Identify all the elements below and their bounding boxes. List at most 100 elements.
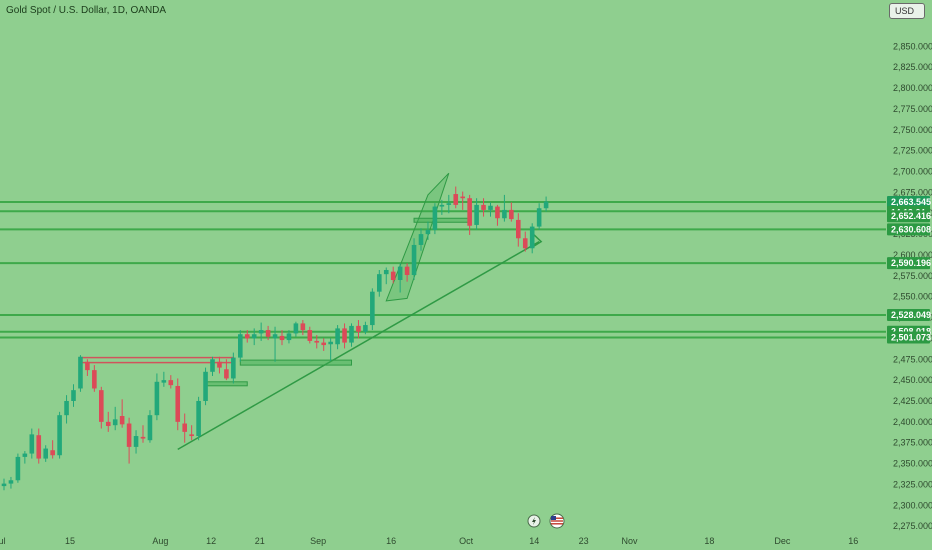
y-tick-label: 2,375.000: [893, 438, 932, 448]
candle-body: [265, 330, 271, 337]
price-label: 2,590.196: [891, 258, 931, 268]
candle-body: [307, 330, 313, 341]
candle-body: [516, 219, 521, 239]
y-tick-label: 2,475.000: [893, 354, 932, 364]
y-tick-label: 2,350.000: [893, 459, 932, 469]
candle-body: [453, 194, 459, 205]
x-tick-label: 18: [704, 536, 714, 546]
price-label-bg: [887, 331, 930, 344]
candle-body: [418, 234, 424, 245]
y-tick-label: 2,325.000: [893, 479, 932, 489]
candle-body: [335, 328, 340, 345]
candle-body: [390, 271, 396, 280]
candle-body: [22, 453, 28, 457]
price-label-bg: [887, 309, 930, 322]
candle-body: [286, 333, 292, 341]
candle-body: [411, 244, 417, 275]
candle-body: [439, 204, 445, 207]
candle-body: [536, 208, 542, 227]
candle-body: [224, 369, 229, 379]
candle-body: [1, 483, 7, 487]
candle-body: [43, 448, 48, 459]
candle-body: [370, 291, 375, 326]
candle-body: [154, 381, 160, 416]
x-tick-label: Sep: [310, 536, 326, 546]
candle-body: [140, 436, 146, 439]
candle-body: [377, 274, 382, 292]
support-box[interactable]: [239, 359, 352, 366]
y-tick-label: 2,800.000: [893, 83, 932, 93]
candle-body: [99, 390, 104, 422]
candle-body: [432, 206, 438, 230]
candle-body: [272, 334, 278, 339]
support-box[interactable]: [205, 381, 248, 387]
candle-body: [488, 205, 493, 210]
price-label: 2,528.049: [891, 310, 931, 320]
candle-body: [78, 356, 83, 389]
candle-body: [529, 226, 535, 249]
candle-body: [258, 330, 264, 334]
candle-body: [231, 357, 236, 379]
y-tick-label: 2,675.000: [893, 187, 932, 197]
channel-drawing[interactable]: [385, 172, 450, 302]
candle-body: [356, 325, 361, 332]
y-tick-label: 2,825.000: [893, 62, 932, 72]
lightning-icon[interactable]: [527, 514, 541, 528]
candle-body: [383, 269, 389, 275]
candle-body: [474, 204, 479, 225]
y-tick-label: 2,600.000: [893, 250, 932, 260]
candle-body: [36, 435, 42, 459]
candle-body: [481, 204, 486, 210]
candle-body: [196, 400, 201, 437]
candle-body: [446, 203, 452, 205]
candle-body: [8, 480, 14, 484]
x-tick-label: 15: [65, 536, 75, 546]
candle-body: [85, 361, 90, 371]
y-tick-label: 2,400.000: [893, 417, 932, 427]
candle-body: [522, 238, 528, 249]
candle-body: [92, 370, 97, 389]
price-label-bg: [887, 210, 930, 223]
x-tick-label: Jul: [0, 536, 6, 546]
price-label: 2,652.416: [891, 211, 931, 221]
candle-body: [238, 334, 243, 358]
candle-body: [349, 325, 354, 343]
candle-body: [133, 436, 139, 447]
candle-body: [50, 450, 55, 456]
candle-body: [210, 359, 215, 372]
candle-body: [182, 423, 187, 432]
candle-body: [105, 421, 111, 427]
y-tick-label: 2,750.000: [893, 125, 932, 135]
support-box[interactable]: [413, 217, 471, 223]
candle-body: [64, 400, 69, 416]
candle-body: [293, 323, 299, 334]
candle-body: [495, 206, 500, 219]
x-tick-label: 16: [386, 536, 396, 546]
candle-body: [168, 380, 174, 386]
price-label: 2,663.545: [891, 197, 931, 207]
candle-body: [404, 266, 410, 275]
x-tick-label: 21: [255, 536, 265, 546]
candle-body: [279, 335, 285, 341]
candle-body: [57, 415, 62, 456]
x-tick-label: Nov: [621, 536, 638, 546]
x-tick-label: Oct: [459, 536, 474, 546]
candle-body: [502, 209, 507, 219]
candle-body: [29, 434, 35, 454]
candle-body: [328, 341, 333, 345]
price-label: 2,630.608: [891, 224, 931, 234]
candle-body: [543, 201, 549, 209]
y-tick-label: 2,700.000: [893, 167, 932, 177]
us-flag-icon[interactable]: [549, 513, 565, 529]
candle-body: [314, 340, 320, 343]
y-tick-label: 2,300.000: [893, 500, 932, 510]
y-tick-label: 2,775.000: [893, 104, 932, 114]
y-tick-label: 2,450.000: [893, 375, 932, 385]
currency-button[interactable]: USD: [889, 3, 925, 19]
candle-body: [251, 334, 257, 339]
x-tick-label: Aug: [152, 536, 168, 546]
trendline[interactable]: [177, 240, 540, 451]
x-tick-label: 14: [529, 536, 539, 546]
